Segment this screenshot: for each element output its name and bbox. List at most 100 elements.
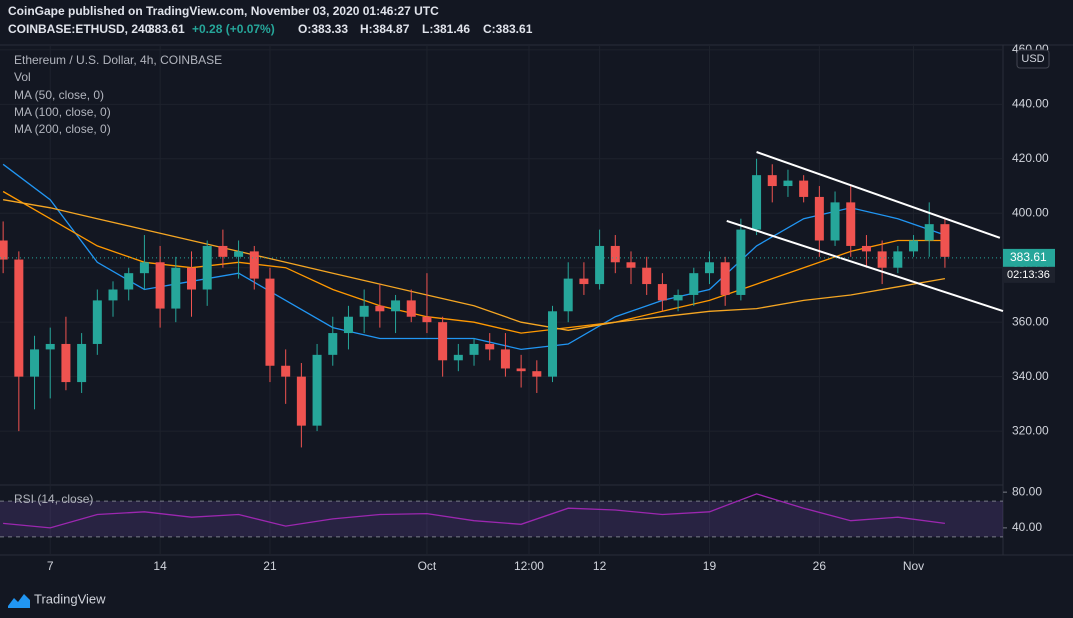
candle-body xyxy=(453,354,463,361)
publisher: CoinGape published on TradingView.com, N… xyxy=(8,4,439,18)
logo xyxy=(8,594,30,608)
legend-title: Ethereum / U.S. Dollar, 4h, COINBASE xyxy=(14,53,222,67)
candle-body xyxy=(657,284,667,301)
candle-body xyxy=(171,267,181,309)
candle-body xyxy=(30,349,40,377)
candle-body xyxy=(704,262,714,274)
trendline xyxy=(726,219,1004,312)
candle-body xyxy=(752,175,762,230)
candle-body xyxy=(218,245,228,257)
x-tick-label: 21 xyxy=(263,559,277,573)
y-tick-label: 420.00 xyxy=(1012,151,1049,165)
candle-body xyxy=(736,229,746,295)
y-tick-label: 400.00 xyxy=(1012,205,1049,219)
candle-body xyxy=(940,224,950,257)
y-tick-label: 440.00 xyxy=(1012,97,1049,111)
candle-body xyxy=(814,196,824,241)
countdown-badge xyxy=(1003,266,1055,283)
candle-body xyxy=(14,259,24,377)
candle-body xyxy=(799,180,809,197)
x-tick-label: 19 xyxy=(703,559,717,573)
candle-body xyxy=(626,262,636,268)
candle-body xyxy=(186,267,196,290)
candle-body xyxy=(548,311,558,377)
candle-body xyxy=(500,349,510,369)
legend-ma100: MA (100, close, 0) xyxy=(14,105,111,119)
high: H:384.87 xyxy=(360,22,410,36)
currency-badge[interactable] xyxy=(1016,49,1050,69)
candle-body xyxy=(45,343,55,350)
candle-body xyxy=(61,343,71,383)
candle-body xyxy=(391,300,401,312)
moving-average xyxy=(2,199,946,331)
candle-body xyxy=(846,202,856,246)
candle-body xyxy=(281,365,291,377)
candle-body xyxy=(563,278,573,312)
candle-body xyxy=(359,305,369,317)
x-tick-label: Nov xyxy=(903,559,924,573)
candle-body xyxy=(767,175,777,187)
y-tick-label: 360.00 xyxy=(1012,314,1049,328)
y-tick-label: 40.00 xyxy=(1012,520,1042,534)
candle-body xyxy=(406,300,416,317)
x-tick-label: 14 xyxy=(153,559,167,573)
candle-body xyxy=(92,300,102,344)
candle-body xyxy=(830,202,840,241)
x-tick-label: 7 xyxy=(47,559,54,573)
currency: USD xyxy=(1021,53,1044,65)
candle-body xyxy=(673,294,683,301)
candle-body xyxy=(155,262,165,309)
candle-body xyxy=(312,354,322,426)
rsi-title: RSI (14, close) xyxy=(14,492,93,506)
symbol: COINBASE:ETHUSD, 240 xyxy=(8,22,152,36)
candle-body xyxy=(516,368,526,372)
candle-body xyxy=(0,240,8,260)
rsi-band xyxy=(0,501,1003,537)
candle-body xyxy=(924,224,934,241)
legend-ma200: MA (200, close, 0) xyxy=(14,122,111,136)
candle-body xyxy=(909,240,919,252)
last-price-badge xyxy=(1003,248,1055,267)
trendline xyxy=(756,151,1001,239)
candle-body xyxy=(328,333,338,355)
x-tick-label: Oct xyxy=(418,559,437,573)
x-tick-label: 26 xyxy=(813,559,827,573)
candle-body xyxy=(422,316,432,323)
candle-body xyxy=(202,245,212,290)
candle-body xyxy=(720,262,730,295)
candle-body xyxy=(579,278,589,285)
change: +0.28 (+0.07%) xyxy=(192,22,275,36)
candle-body xyxy=(249,251,259,279)
last-price-label: 383.61 xyxy=(1010,250,1047,264)
close: C:383.61 xyxy=(483,22,533,36)
candle-body xyxy=(139,262,149,274)
legend-ma50: MA (50, close, 0) xyxy=(14,88,104,102)
candle-body xyxy=(877,251,887,268)
x-tick-label: 12:00 xyxy=(514,559,544,573)
candle-body xyxy=(485,343,495,350)
candle-body xyxy=(532,371,542,377)
candle-body xyxy=(642,267,652,285)
legend-vol: Vol xyxy=(14,70,31,84)
countdown: 02:13:36 xyxy=(1007,269,1050,281)
candle-body xyxy=(108,289,118,301)
candle-body xyxy=(469,343,479,355)
candle-body xyxy=(861,245,871,252)
y-tick-label: 320.00 xyxy=(1012,423,1049,437)
rsi-line xyxy=(3,493,945,529)
candle-body xyxy=(893,251,903,268)
price: 383.61 xyxy=(148,22,185,36)
x-tick-label: 12 xyxy=(593,559,607,573)
candle-body xyxy=(77,343,87,383)
footer: TradingView xyxy=(34,591,106,606)
candle-body xyxy=(375,305,385,312)
candle-body xyxy=(265,278,275,366)
open: O:383.33 xyxy=(298,22,348,36)
candle-body xyxy=(689,273,699,295)
candle-body xyxy=(438,322,448,361)
candle-body xyxy=(610,245,620,263)
y-tick-label: 80.00 xyxy=(1012,484,1042,498)
candle-body xyxy=(296,376,306,426)
